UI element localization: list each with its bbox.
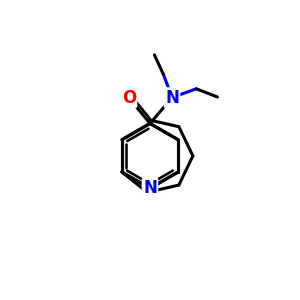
Text: N: N [143,179,157,197]
Text: N: N [165,88,179,106]
Text: O: O [122,88,136,106]
